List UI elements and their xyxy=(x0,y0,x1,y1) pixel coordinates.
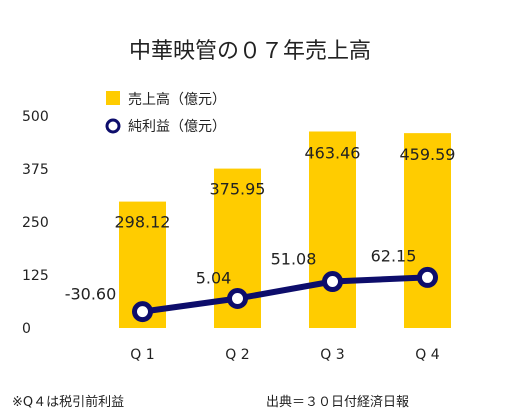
x-axis-ticks: Q 1 Q 2 Q 3 Q 4 xyxy=(130,347,439,363)
chart-title: 中華映管の０７年売上高 xyxy=(129,39,371,64)
bar-3 xyxy=(309,131,356,328)
profit-point-2 xyxy=(227,287,248,309)
y-tick-label: 375 xyxy=(22,162,49,178)
line-value-label: 5.04 xyxy=(196,268,232,287)
y-tick-label: 250 xyxy=(22,215,49,231)
footnote: ※Q４は税引前利益 xyxy=(12,394,124,410)
y-axis-ticks: 0 125 250 375 500 xyxy=(22,109,49,337)
bar-value-label: 459.59 xyxy=(400,145,456,164)
data-labels: 298.12 375.95 463.46 459.59 -30.60 5.04 51.08 6… xyxy=(65,143,456,303)
x-tick-label: Q 3 xyxy=(320,347,344,363)
bar-4 xyxy=(404,133,451,328)
legend-swatch-sales xyxy=(106,91,120,105)
x-tick-label: Q 2 xyxy=(225,347,249,363)
line-value-label: -30.60 xyxy=(65,285,117,304)
y-tick-label: 125 xyxy=(22,268,49,284)
bar-value-label: 463.46 xyxy=(305,143,361,162)
y-tick-label: 0 xyxy=(22,321,31,337)
legend-label-profit: 純利益（億元） xyxy=(128,119,226,135)
profit-point-1 xyxy=(132,301,153,323)
x-tick-label: Q 1 xyxy=(130,347,154,363)
profit-point-3 xyxy=(322,271,343,293)
profit-point-4 xyxy=(417,266,438,288)
x-tick-label: Q 4 xyxy=(415,347,439,363)
line-value-label: 51.08 xyxy=(271,250,317,269)
legend-marker-profit xyxy=(105,118,121,134)
line-series xyxy=(132,266,438,323)
bar-series xyxy=(119,131,451,328)
profit-line xyxy=(139,274,431,315)
legend: 売上高（億元） 純利益（億元） xyxy=(105,91,226,135)
source-note: 出典＝３０日付経済日報 xyxy=(266,394,409,410)
legend-label-sales: 売上高（億元） xyxy=(128,91,226,108)
y-tick-label: 500 xyxy=(22,109,49,125)
bar-value-label: 298.12 xyxy=(115,213,171,232)
bar-value-label: 375.95 xyxy=(210,180,266,199)
line-value-label: 62.15 xyxy=(371,246,417,265)
